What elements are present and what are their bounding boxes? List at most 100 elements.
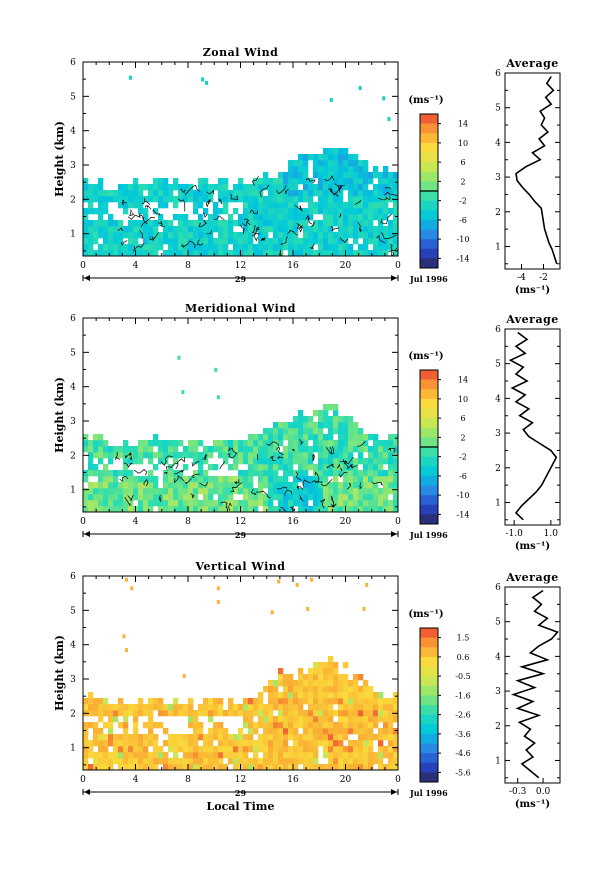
heatmap-cell: [223, 220, 229, 227]
heatmap-cell: [373, 704, 379, 711]
colorbar-swatch: [420, 637, 438, 648]
heatmap-cell: [188, 734, 194, 741]
heatmap-cell: [288, 196, 294, 203]
heatmap-cell: [283, 422, 289, 429]
heatmap-cell: [128, 476, 134, 483]
heatmap-cell: [348, 232, 354, 239]
profile-y-tick-label: 5: [495, 360, 501, 370]
heatmap-cell: [313, 692, 319, 699]
heatmap-cell: [388, 226, 394, 233]
heatmap-cell: [103, 232, 109, 239]
heatmap-cell: [363, 728, 369, 735]
heatmap-cell: [153, 190, 159, 197]
heatmap-cell: [308, 692, 314, 699]
heatmap-cell: [263, 722, 269, 729]
heatmap-cell: [333, 410, 339, 417]
heatmap-cell: [138, 494, 144, 501]
heatmap-cell: [163, 250, 169, 257]
heatmap-cell: [323, 422, 329, 429]
heatmap-cell: [303, 220, 309, 227]
heatmap-cell: [353, 746, 359, 753]
heatmap-cell: [83, 740, 89, 747]
heatmap-cell: [328, 214, 334, 221]
heatmap-cell: [168, 476, 174, 483]
heatmap-cell: [323, 208, 329, 215]
heatmap-cell: [108, 226, 114, 233]
heatmap-cell: [133, 488, 139, 495]
heatmap-cell: [153, 232, 159, 239]
heatmap-cell: [343, 500, 349, 507]
heatmap-cell: [168, 746, 174, 753]
heatmap-cell: [378, 208, 384, 215]
colorbar-swatch: [420, 628, 438, 638]
heatmap-cell: [218, 728, 224, 735]
heatmap-cell: [118, 710, 124, 717]
zero-contour: [340, 467, 343, 472]
heatmap-cell: [388, 482, 394, 489]
heatmap-cell: [103, 494, 109, 501]
heatmap-cell: [333, 208, 339, 215]
profile-x-tick-label: 0.0: [536, 787, 551, 797]
heatmap-cell: [223, 208, 229, 215]
heatmap-cell: [168, 250, 174, 257]
heatmap-cell: [293, 752, 299, 759]
heatmap-cell: [143, 452, 149, 459]
heatmap-cell: [118, 184, 124, 191]
heatmap-cell: [313, 494, 319, 501]
heatmap-cell: [258, 220, 264, 227]
colorbar-label: 1.5: [457, 634, 470, 643]
heatmap-cell: [343, 208, 349, 215]
heatmap-cell: [213, 220, 219, 227]
heatmap-cell: [338, 686, 344, 693]
heatmap-cell: [153, 704, 159, 711]
heatmap-cell: [318, 452, 324, 459]
heatmap-cell: [83, 722, 89, 729]
heatmap-cell: [218, 232, 224, 239]
heatmap-cell: [83, 440, 89, 447]
heatmap-cell: [388, 752, 394, 759]
heatmap-cell: [343, 428, 349, 435]
heatmap-cell: [93, 734, 99, 741]
heatmap-cell: [368, 710, 374, 717]
heatmap-cell: [373, 710, 379, 717]
colorbar-label: 6: [460, 158, 465, 167]
heatmap-cell: [363, 434, 369, 441]
heatmap-cell: [258, 710, 264, 717]
heatmap-cell: [168, 710, 174, 717]
heatmap-cell: [278, 716, 284, 723]
heatmap-cell: [228, 440, 234, 447]
zero-contour: [280, 506, 287, 513]
heatmap-cell: [208, 758, 214, 765]
heatmap-cell: [113, 506, 119, 513]
heatmap-cell: [343, 416, 349, 423]
heatmap-cell: [338, 232, 344, 239]
heatmap-cell: [363, 440, 369, 447]
heatmap-cell: [368, 202, 374, 209]
heatmap-cell: [103, 704, 109, 711]
heatmap-cell: [163, 476, 169, 483]
zero-contour: [284, 188, 289, 194]
heatmap-cell: [263, 250, 269, 257]
heatmap-cell: [373, 208, 379, 215]
heatmap-cell: [88, 698, 94, 705]
heatmap-cell: [183, 464, 189, 471]
heatmap-cell: [243, 470, 249, 477]
heatmap-cell: [393, 758, 399, 765]
heatmap-cell: [178, 476, 184, 483]
heatmap-cell: [123, 208, 129, 215]
heatmap-cell: [308, 458, 314, 465]
heatmap-cell: [258, 178, 264, 185]
heatmap-cell: [333, 698, 339, 705]
heatmap-cell: [218, 488, 224, 495]
heatmap-cell: [323, 458, 329, 465]
heatmap-cell: [283, 500, 289, 507]
heatmap-cell: [268, 752, 274, 759]
zero-contour: [292, 448, 295, 452]
heatmap-cell: [243, 446, 249, 453]
heatmap-cell: [93, 758, 99, 765]
heatmap-cell: [128, 758, 134, 765]
heatmap-cell: [203, 488, 209, 495]
heatmap-cell: [93, 446, 99, 453]
heatmap-cell: [358, 506, 364, 513]
heatmap-cell: [218, 482, 224, 489]
